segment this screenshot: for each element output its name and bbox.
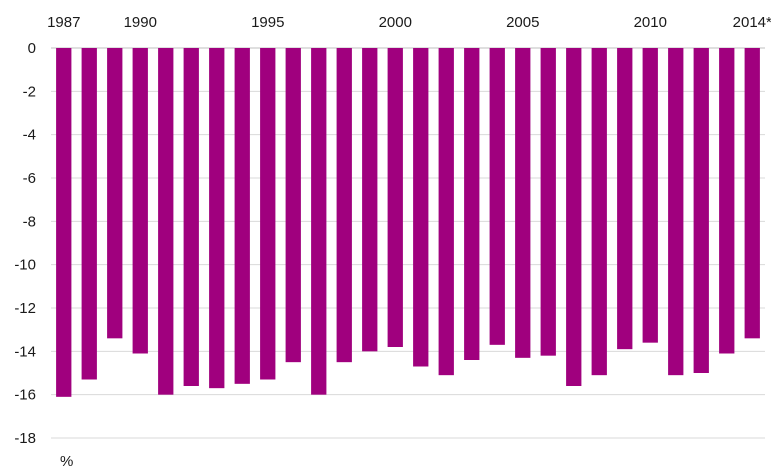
x-tick-label: 1995 [251, 14, 284, 31]
y-tick-label: -8 [23, 213, 36, 230]
bar-1987 [56, 48, 72, 397]
bar-2000 [387, 48, 403, 347]
x-tick-label: 2005 [506, 14, 539, 31]
x-tick-label: 1990 [124, 14, 157, 31]
x-tick-labels: 1987 1990 1995 2000 2005 2010 2014* [47, 14, 771, 31]
bar-2008 [591, 48, 607, 376]
bars [56, 48, 760, 397]
x-tick-label: 2010 [634, 14, 667, 31]
bar-2013 [719, 48, 735, 354]
bar-2011 [668, 48, 684, 376]
y-tick-label: -18 [14, 430, 36, 447]
bar-2009 [617, 48, 633, 350]
y-tick-label: -10 [14, 257, 36, 274]
bar-2014 [744, 48, 760, 339]
bar-1996 [285, 48, 301, 363]
bar-2010 [642, 48, 658, 343]
bar-1993 [209, 48, 225, 389]
y-axis-unit-label: % [60, 453, 73, 468]
bar-1998 [336, 48, 352, 363]
y-tick-label: 0 [28, 40, 36, 57]
bar-1989 [107, 48, 123, 339]
bar-2001 [413, 48, 429, 367]
bar-1997 [311, 48, 327, 395]
y-tick-label: -2 [23, 83, 36, 100]
bar-2012 [693, 48, 709, 373]
y-tick-label: -4 [23, 127, 36, 144]
bar-1992 [183, 48, 199, 386]
bar-1995 [260, 48, 276, 380]
bar-1991 [158, 48, 174, 395]
bar-1994 [234, 48, 250, 384]
x-tick-label: 1987 [47, 14, 80, 31]
x-tick-label: 2014* [733, 14, 771, 31]
bar-1990 [132, 48, 148, 354]
y-tick-label: -6 [23, 170, 36, 187]
bar-2005 [515, 48, 531, 358]
bar-2006 [540, 48, 556, 356]
y-tick-labels: 0 -2 -4 -6 -8 -10 -12 -14 -16 -18 [14, 40, 36, 447]
bar-2003 [464, 48, 480, 360]
y-tick-label: -12 [14, 300, 36, 317]
x-tick-label: 2000 [379, 14, 412, 31]
y-tick-label: -16 [14, 387, 36, 404]
bar-2007 [566, 48, 582, 386]
y-tick-label: -14 [14, 343, 36, 360]
bar-2004 [489, 48, 505, 345]
bar-1999 [362, 48, 378, 352]
bar-1988 [81, 48, 97, 380]
bar-2002 [438, 48, 454, 376]
